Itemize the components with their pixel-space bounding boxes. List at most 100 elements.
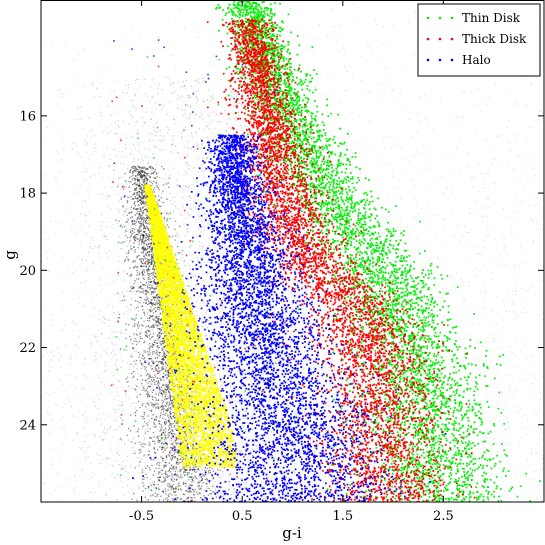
background-population-point — [142, 389, 144, 391]
background-population-point — [132, 198, 135, 200]
background-population-point — [156, 286, 158, 288]
field-star-point — [78, 297, 80, 299]
background-population-point — [160, 319, 162, 321]
background-population-point — [161, 399, 163, 401]
field-star-point — [137, 427, 139, 429]
field-star-point — [318, 483, 320, 485]
background-population-point — [154, 168, 156, 171]
background-population-point — [161, 165, 163, 168]
field-star-point — [484, 356, 486, 358]
background-population-point — [177, 323, 179, 325]
background-population-point — [160, 424, 162, 426]
background-population-point — [145, 282, 148, 284]
background-population-point — [151, 368, 153, 370]
field-star-point — [119, 156, 121, 158]
field-star-point — [293, 33, 295, 35]
background-population-point — [147, 395, 149, 397]
field-star-point — [460, 443, 462, 446]
background-population-point — [141, 246, 144, 248]
background-population-point — [174, 354, 176, 356]
background-population-point — [141, 189, 143, 191]
field-star-point — [479, 253, 481, 255]
background-population-point — [158, 394, 160, 396]
field-star-point — [68, 479, 70, 481]
field-star-point — [483, 100, 485, 102]
background-population-point — [138, 229, 140, 231]
background-population-point — [171, 329, 173, 332]
field-star-point — [76, 480, 78, 482]
background-population-point — [173, 491, 175, 493]
field-star-point — [259, 221, 261, 223]
background-population-point — [150, 358, 153, 360]
background-population-point — [148, 217, 150, 219]
background-population-point — [183, 421, 186, 423]
background-population-point — [148, 261, 150, 263]
field-star-point — [183, 262, 185, 264]
field-star-point — [161, 483, 163, 485]
field-star-point — [198, 215, 200, 217]
background-population-point — [142, 270, 144, 272]
background-population-point — [223, 467, 226, 469]
field-star-point — [207, 179, 210, 181]
background-population-point — [158, 464, 160, 467]
background-population-point — [163, 481, 166, 483]
background-population-point — [185, 469, 187, 472]
field-star-point — [115, 344, 117, 346]
background-population-point — [183, 471, 185, 473]
field-star-point — [96, 361, 99, 363]
field-star-point — [400, 146, 402, 148]
field-star-point — [463, 281, 465, 283]
background-population-point — [139, 213, 141, 215]
background-population-point — [166, 443, 168, 445]
background-population-point — [158, 199, 160, 202]
field-star-point — [84, 270, 86, 272]
field-star-point — [509, 391, 511, 393]
background-population-point — [160, 362, 162, 364]
background-population-point — [166, 385, 168, 387]
field-star-point — [143, 352, 145, 354]
field-star-point — [60, 356, 62, 358]
background-population-point — [136, 257, 138, 259]
field-star-point — [397, 455, 399, 457]
field-star-point — [54, 392, 56, 394]
field-star-point — [250, 486, 252, 488]
background-population-point — [156, 364, 158, 366]
field-star-point — [133, 492, 135, 494]
field-star-point — [487, 119, 489, 121]
field-star-point — [99, 354, 101, 356]
background-population-point — [139, 207, 141, 209]
field-star-point — [88, 195, 90, 197]
field-star-point — [466, 261, 468, 263]
field-star-point — [240, 112, 242, 114]
background-population-point — [141, 170, 144, 172]
field-star-point — [61, 256, 64, 258]
field-star-point — [443, 192, 445, 194]
background-population-point — [169, 451, 171, 453]
field-star-point — [336, 406, 338, 408]
background-population-point — [143, 175, 145, 177]
field-star-point — [280, 364, 282, 366]
background-population-point — [187, 375, 189, 378]
field-star-point — [185, 480, 187, 482]
field-star-point — [135, 384, 137, 386]
background-population-point — [145, 182, 148, 184]
background-population-point — [117, 317, 119, 319]
field-star-point — [289, 349, 291, 351]
background-population-point — [208, 481, 211, 484]
field-star-point — [152, 484, 155, 486]
field-star-point — [357, 477, 359, 479]
field-star-point — [78, 256, 80, 258]
field-star-point — [473, 453, 475, 456]
field-star-point — [172, 406, 174, 408]
field-star-point — [346, 70, 348, 72]
field-star-point — [492, 337, 495, 339]
field-star-point — [367, 262, 369, 264]
field-star-point — [365, 196, 367, 198]
field-star-point — [239, 489, 241, 491]
field-star-point — [86, 170, 88, 173]
background-population-point — [176, 420, 178, 422]
field-star-point — [98, 318, 100, 320]
field-star-point — [89, 389, 91, 391]
background-population-point — [161, 361, 163, 363]
field-star-point — [354, 17, 356, 19]
